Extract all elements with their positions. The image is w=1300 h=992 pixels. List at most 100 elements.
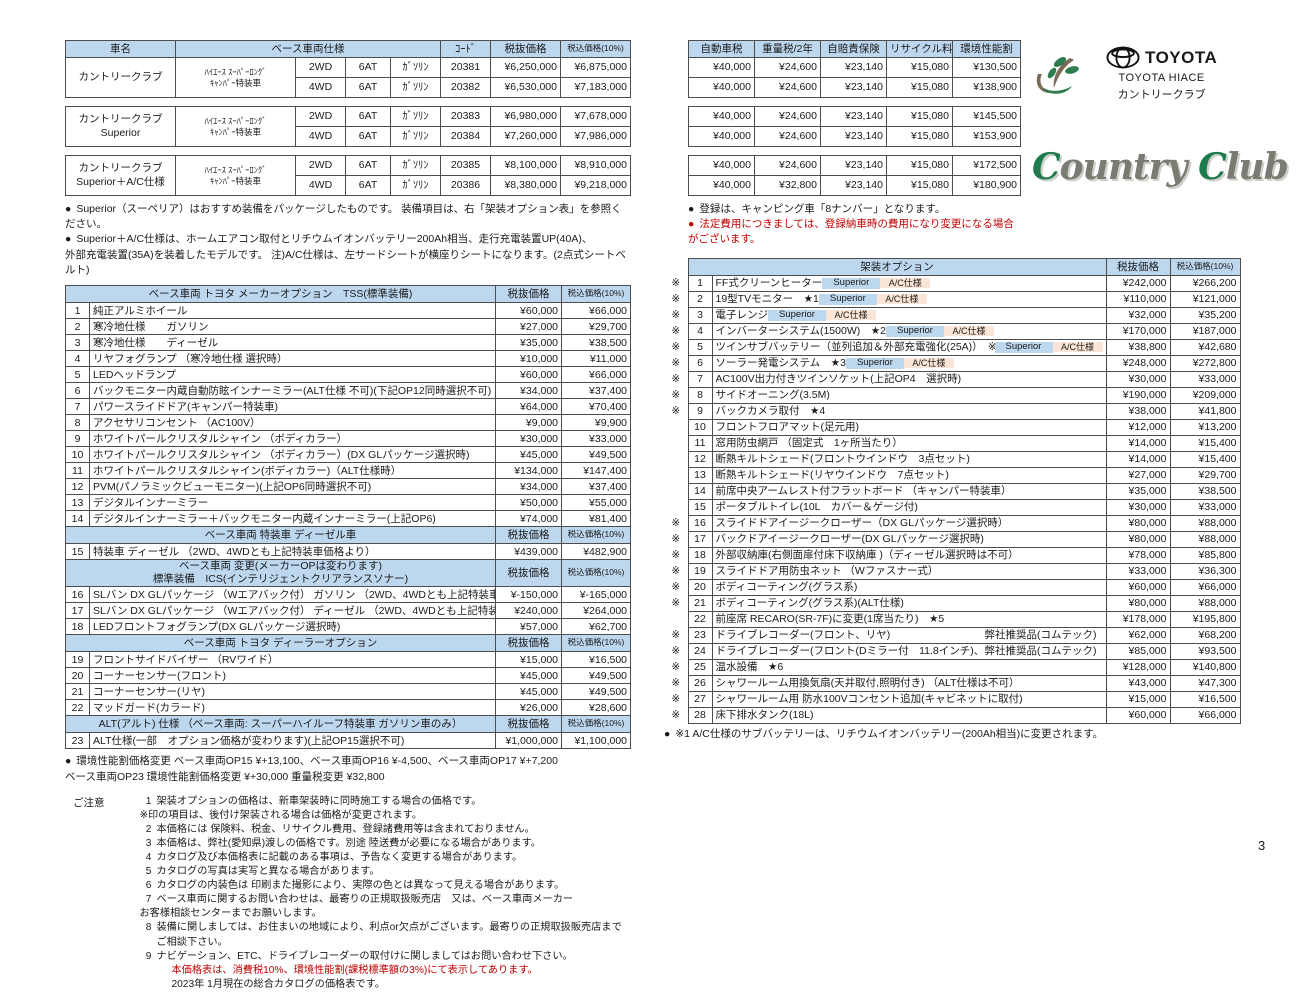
options-section-header-row: ベース車両 トヨタ メーカーオプション TSS(標準装備) 税抜価格 税込価格(… <box>64 285 632 304</box>
liability-insurance: ¥23,140 <box>820 175 887 196</box>
price-inc-tax: ¥88,000 <box>1169 594 1241 612</box>
caution-line: ※印の項目は、後付け架装される場合は価格が変更されます。 <box>139 809 423 821</box>
option-label: 断熱キルトシェード(フロントウインドウ 3点セット) <box>715 453 970 466</box>
installed-options-table: 架装オプション 税抜価格 税込価格(10%) ※ 1 FF式クリーンヒーター S… <box>664 257 1241 724</box>
transmission: 6AT <box>345 175 391 196</box>
option-label: ALT仕様(一部 オプション価格が変わります)(上記OP15選択不可) <box>88 732 497 750</box>
option-label-cell: 断熱キルトシェード(リヤウインドウ 7点セット) <box>711 466 1107 484</box>
option-number: 21 <box>687 594 713 612</box>
price-ex-tax: ¥190,000 <box>1105 386 1171 404</box>
option-label: AC100V出力付きツインソケット(上記OP4 選択時) <box>715 373 962 386</box>
option-label-cell: 電子レンジ Superior A/C仕様 <box>711 306 1107 324</box>
option-row: 7 パワースライドドア(キャンパー特装車) ¥64,000 ¥70,400 <box>65 398 632 416</box>
drivetrain: 2WD <box>295 155 346 176</box>
transmission: 6AT <box>345 155 391 176</box>
price-ex-tax: ¥15,000 <box>1105 690 1171 708</box>
recycle-fee: ¥15,080 <box>886 57 953 78</box>
price-ex-tax: ¥8,100,000 <box>490 155 561 176</box>
option-row: 5 LEDヘッドランプ ¥60,000 ¥66,000 <box>65 366 632 384</box>
ac-spec-tag: A/C仕様 <box>880 277 931 289</box>
vehicle-price-block: カントリークラブ Superior ﾊｲｴｰｽ ｽｰﾊﾟｰﾛﾝｸﾞ ｷｬﾝﾊﾟｰ… <box>65 106 631 147</box>
fuel: ｶﾞｿﾘﾝ <box>390 106 441 127</box>
option-label: シャワールーム用 防水100Vコンセント追加(キャビネットに取付) <box>715 693 1023 706</box>
price-ex-tax: ¥15,000 <box>495 651 563 669</box>
auto-tax: ¥40,000 <box>688 77 755 98</box>
price-ex-tax: ¥128,000 <box>1105 658 1171 676</box>
page-number: 3 <box>1258 838 1266 853</box>
installed-option-row: 22 前座席 RECARO(SR-7F)に変更(1席当たり) ★5 ¥178,0… <box>664 610 1241 628</box>
price-inc-tax: ¥66,000 <box>1169 578 1241 596</box>
bullet-icon: ● <box>688 203 695 215</box>
installed-option-row: 15 ポータブルトイレ(10L カバー＆ゲージ付) ¥30,000 ¥33,00… <box>664 498 1241 516</box>
option-number: 26 <box>687 674 713 692</box>
superior-tag: Superior <box>886 325 944 337</box>
auto-tax: ¥40,000 <box>688 57 755 78</box>
weight-tax: ¥24,600 <box>754 77 821 98</box>
option-label-cell: スライドドア用防虫ネット （Wファスナー式） <box>711 562 1107 580</box>
aftermarket-mark: ※ <box>671 389 681 402</box>
option-number: 10 <box>65 446 90 464</box>
aftermarket-mark: ※ <box>671 709 681 722</box>
option-label: コーナーセンサー(フロント) <box>88 667 497 685</box>
recycle-fee: ¥15,080 <box>886 175 953 196</box>
bullet-icon: ● <box>65 233 72 246</box>
vehicle-price-block: カントリークラブ Superior＋A/C仕様 ﾊｲｴｰｽ ｽｰﾊﾟｰﾛﾝｸﾞ … <box>65 155 631 196</box>
cautions-label: ご注意 <box>73 796 105 809</box>
option-number: 6 <box>65 382 90 400</box>
section-title: ベース車両 トヨタ ディーラーオプション <box>64 634 497 653</box>
price-inc-tax: ¥88,000 <box>1169 514 1241 532</box>
option-row: 1 純正アルミホイール ¥60,000 ¥66,000 <box>65 302 632 320</box>
aftermarket-mark: ※ <box>671 533 681 546</box>
liability-insurance: ¥23,140 <box>820 77 887 98</box>
price-inc-tax: ¥264,000 <box>561 602 632 620</box>
caution-line: 8 装備に関しましては、お住まいの地域により、利点or欠点がございます。最寄りの… <box>145 922 622 948</box>
option-number: 12 <box>687 450 713 468</box>
option-label-cell: シャワールーム用 防水100Vコンセント追加(キャビネットに取付) <box>711 690 1107 708</box>
option-row: 23 ALT仕様(一部 オプション価格が変わります)(上記OP15選択不可) ¥… <box>65 732 632 750</box>
price-ex-tax: ¥6,250,000 <box>490 57 561 78</box>
price-inc-tax: ¥49,500 <box>561 683 632 701</box>
option-row: 11 ホワイトパールクリスタルシャイン(ボディカラー)（ALT仕様時） ¥134… <box>65 462 632 480</box>
option-number: 19 <box>65 651 90 669</box>
option-number: 20 <box>687 578 713 596</box>
col-header-base-spec: ベース車両仕様 <box>174 40 442 58</box>
price-ex-tax: ¥248,000 <box>1105 354 1171 372</box>
price-inc-tax: ¥9,218,000 <box>560 175 631 196</box>
tax-block: ¥40,000 ¥24,600 ¥23,140 ¥15,080 ¥130,500… <box>688 57 1021 98</box>
option-label: スライドドアイージークローザー（DX GLパッケージ選択時） <box>715 517 1009 530</box>
option-row: 10 ホワイトパールクリスタルシャイン （ボディカラー）(DX GLパッケージ選… <box>65 446 632 464</box>
col-header-weight-tax: 重量税/2年 <box>754 40 821 58</box>
option-row: 16 SLバン DX GLパッケージ （Wエアバック付） ガソリン （2WD、4… <box>65 586 632 604</box>
fuel: ｶﾞｿﾘﾝ <box>390 77 441 98</box>
option-number: 17 <box>65 602 90 620</box>
option-number: 19 <box>687 562 713 580</box>
weight-tax: ¥32,800 <box>754 175 821 196</box>
aftermarket-mark: ※ <box>671 629 681 642</box>
price-inc-tax: ¥93,500 <box>1169 642 1241 660</box>
fuel: ｶﾞｿﾘﾝ <box>390 155 441 176</box>
price-ex-tax: ¥80,000 <box>1105 594 1171 612</box>
drivetrain: 4WD <box>295 126 346 147</box>
option-number: 1 <box>65 302 90 320</box>
option-label: LEDヘッドランプ <box>88 366 497 384</box>
env-levy: ¥138,900 <box>952 77 1021 98</box>
option-label-cell: フロントフロアマット(足元用) <box>711 418 1107 436</box>
option-label-cell: ドライブレコーダー(フロント(Dミラー付 11.8インチ)、リヤ) 弊社推奨品(… <box>711 642 1107 660</box>
price-ex-tax: ¥26,000 <box>495 699 563 717</box>
superior-tag: Superior <box>994 341 1053 353</box>
price-inc-tax: ¥49,500 <box>561 446 632 464</box>
option-number: 20 <box>65 667 90 685</box>
price-inc-tax: ¥85,800 <box>1169 546 1241 564</box>
option-label: フロントフロアマット(足元用) <box>715 421 860 434</box>
option-number: 3 <box>65 334 90 352</box>
option-row: 17 SLバン DX GLパッケージ （Wエアバック付） ディーゼル （2WD、… <box>65 602 632 620</box>
price-inc-tax: ¥121,000 <box>1169 290 1241 308</box>
price-ex-tax: ¥34,000 <box>495 478 563 496</box>
price-ex-tax: ¥242,000 <box>1105 274 1171 292</box>
aftermarket-mark: ※ <box>671 309 681 322</box>
price-inc-tax: ¥37,400 <box>561 382 632 400</box>
option-number: 4 <box>65 350 90 368</box>
option-label: シャワールーム用換気扇(天井取付,照明付き) （ALT仕様は不可） <box>715 677 1020 690</box>
option-label: リヤフォグランプ （寒冷地仕様 選択時） <box>88 350 497 368</box>
caution-line: 2023年 1月現在の総合カタログの価格表です。 <box>171 978 385 990</box>
